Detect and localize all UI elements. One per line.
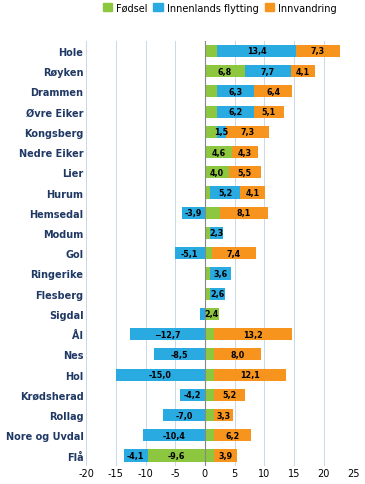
Bar: [214, 450, 237, 462]
Text: 7,4: 7,4: [227, 249, 241, 258]
Text: 3,3: 3,3: [216, 411, 231, 420]
Bar: [205, 167, 228, 179]
Bar: [210, 187, 241, 199]
Bar: [214, 329, 292, 341]
Text: 7,3: 7,3: [311, 47, 325, 56]
Text: 4,1: 4,1: [296, 67, 310, 76]
Text: 5,2: 5,2: [222, 391, 236, 399]
Text: -10,4: -10,4: [162, 431, 185, 440]
Bar: [210, 268, 231, 280]
Bar: [205, 106, 217, 119]
Bar: [205, 369, 214, 381]
Text: 8,1: 8,1: [237, 209, 251, 218]
Text: 6,8: 6,8: [218, 67, 232, 76]
Bar: [217, 126, 226, 138]
Bar: [291, 66, 315, 78]
Bar: [254, 86, 292, 98]
Text: -15,0: -15,0: [149, 370, 172, 379]
Text: 4,3: 4,3: [238, 148, 252, 157]
Bar: [130, 329, 205, 341]
Bar: [212, 248, 256, 260]
Bar: [217, 86, 254, 98]
Text: 13,4: 13,4: [247, 47, 266, 56]
Bar: [205, 308, 219, 320]
Bar: [154, 348, 205, 361]
Bar: [205, 348, 214, 361]
Text: 3,9: 3,9: [218, 451, 233, 460]
Bar: [226, 126, 269, 138]
Text: -7,0: -7,0: [176, 411, 193, 420]
Bar: [205, 389, 214, 401]
Text: −12,7: −12,7: [154, 330, 180, 339]
Text: 7,3: 7,3: [240, 128, 254, 137]
Bar: [205, 268, 210, 280]
Text: 6,2: 6,2: [225, 431, 239, 440]
Bar: [143, 429, 205, 441]
Text: 2,4: 2,4: [205, 310, 219, 319]
Text: -5,1: -5,1: [181, 249, 199, 258]
Text: 7,7: 7,7: [261, 67, 275, 76]
Bar: [296, 45, 339, 58]
Text: -8,5: -8,5: [171, 350, 188, 359]
Text: -3,9: -3,9: [185, 209, 202, 218]
Text: 1,5: 1,5: [214, 128, 228, 137]
Text: 5,5: 5,5: [238, 168, 252, 178]
Bar: [245, 66, 291, 78]
Bar: [205, 288, 210, 300]
Text: 6,3: 6,3: [228, 88, 242, 97]
Bar: [214, 348, 261, 361]
Bar: [205, 126, 217, 138]
Bar: [220, 207, 268, 219]
Bar: [205, 86, 217, 98]
Bar: [254, 106, 284, 119]
Bar: [217, 106, 254, 119]
Text: 12,1: 12,1: [240, 370, 260, 379]
Text: 4,1: 4,1: [246, 189, 260, 197]
Bar: [210, 288, 225, 300]
Bar: [241, 187, 265, 199]
Bar: [116, 369, 205, 381]
Bar: [200, 308, 205, 320]
Bar: [214, 429, 250, 441]
Text: 5,2: 5,2: [218, 189, 232, 197]
Bar: [205, 187, 210, 199]
Text: 3,6: 3,6: [213, 270, 227, 278]
Bar: [205, 248, 212, 260]
Text: 6,2: 6,2: [228, 108, 242, 117]
Bar: [182, 207, 205, 219]
Text: 2,6: 2,6: [210, 289, 224, 299]
Bar: [205, 409, 214, 421]
Bar: [232, 147, 258, 159]
Bar: [205, 429, 214, 441]
Text: 4,6: 4,6: [211, 148, 226, 157]
Text: 5,1: 5,1: [262, 108, 276, 117]
Bar: [180, 389, 205, 401]
Bar: [214, 369, 285, 381]
Bar: [164, 409, 205, 421]
Bar: [214, 409, 233, 421]
Bar: [205, 66, 245, 78]
Bar: [148, 450, 205, 462]
Bar: [214, 389, 245, 401]
Text: -4,2: -4,2: [184, 391, 201, 399]
Text: 8,0: 8,0: [230, 350, 245, 359]
Bar: [228, 167, 261, 179]
Bar: [174, 248, 205, 260]
Bar: [205, 227, 210, 240]
Text: 2,3: 2,3: [209, 229, 224, 238]
Bar: [124, 450, 148, 462]
Legend: Fødsel, Innenlands flytting, Innvandring: Fødsel, Innenlands flytting, Innvandring: [99, 0, 341, 17]
Bar: [205, 147, 232, 159]
Text: -9,6: -9,6: [168, 451, 185, 460]
Text: 4,0: 4,0: [210, 168, 224, 178]
Text: 13,2: 13,2: [243, 330, 263, 339]
Bar: [210, 227, 223, 240]
Bar: [217, 45, 296, 58]
Text: 6,4: 6,4: [266, 88, 280, 97]
Bar: [205, 329, 214, 341]
Bar: [205, 207, 220, 219]
Text: -4,1: -4,1: [127, 451, 145, 460]
Bar: [205, 450, 214, 462]
Bar: [205, 45, 217, 58]
